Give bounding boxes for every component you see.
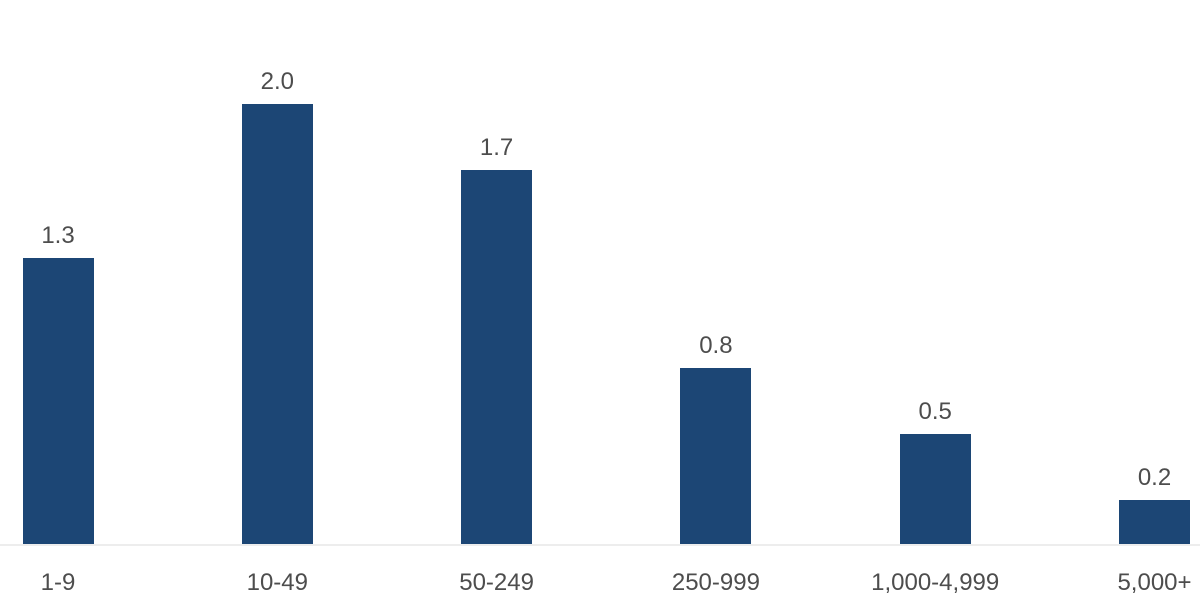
x-axis-tick-label: 50-249	[459, 569, 534, 596]
x-axis-tick-label: 1-9	[40, 569, 76, 596]
bar-50-249	[461, 170, 533, 544]
x-axis-tick-label: 5,000+	[1117, 569, 1192, 596]
x-axis-tick-label: 1,000-4,999	[871, 569, 1000, 596]
bar-value-label: 1.3	[41, 222, 75, 249]
bar-1-9	[22, 258, 94, 544]
bar-10-49	[241, 104, 313, 544]
bar-value-label: 0.8	[699, 332, 733, 359]
bar-value-label: 0.5	[918, 398, 952, 425]
x-axis-tick-label: 250-999	[671, 569, 760, 596]
bar-5-000	[1119, 500, 1190, 544]
x-axis-tick-label: 10-49	[246, 569, 308, 596]
bar-value-label: 2.0	[260, 68, 294, 95]
bar-value-label: 1.7	[479, 134, 514, 161]
bar-value-label: 0.2	[1137, 464, 1172, 491]
bar-250-999	[680, 368, 752, 544]
bar-1-000-4-999	[899, 434, 971, 544]
x-axis-line	[0, 544, 1200, 546]
